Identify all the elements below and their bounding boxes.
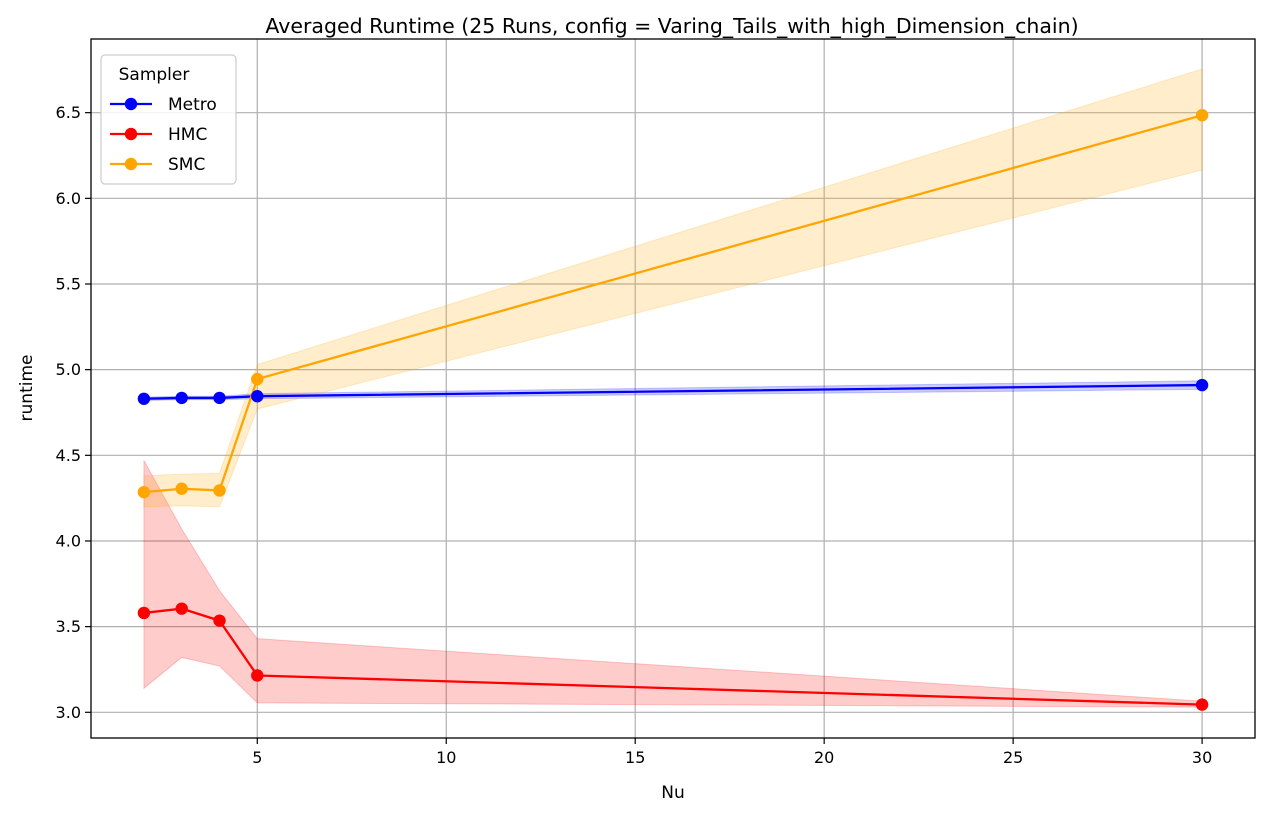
data-point-smc	[1195, 109, 1209, 122]
data-point-metro	[137, 392, 151, 405]
grid-lines	[91, 39, 1255, 738]
data-point-smc	[137, 485, 151, 499]
legend-label-metro: Metro	[168, 95, 217, 115]
legend-box	[100, 54, 237, 185]
data-point-metro	[213, 391, 226, 405]
y-tick-label: 4.5	[56, 446, 81, 465]
data-point-hmc	[213, 614, 226, 627]
y-tick-label: 6.0	[56, 189, 81, 208]
data-point-metro	[175, 391, 188, 405]
legend-label-smc: SMC	[168, 155, 205, 175]
data-point-smc	[175, 482, 188, 495]
legend-marker-metro	[124, 97, 138, 111]
x-tick-label: 30	[1192, 748, 1212, 767]
data-point-hmc	[251, 669, 264, 682]
x-axis-label: Nu	[661, 783, 685, 803]
confidence-band-smc	[143, 68, 1203, 508]
legend-marker-hmc	[124, 127, 138, 141]
x-tick-label: 20	[814, 748, 834, 767]
y-axis-label: runtime	[17, 355, 37, 422]
data-point-hmc	[1195, 698, 1209, 711]
y-tick-label: 3.5	[56, 617, 81, 636]
axes-frame	[90, 38, 1256, 739]
series-markers	[137, 109, 1209, 711]
y-tick-label: 3.0	[56, 703, 81, 722]
legend: Sampler Metro HMC SMC	[100, 54, 237, 185]
y-tick-label: 5.0	[56, 360, 81, 379]
data-point-metro	[1195, 378, 1209, 392]
y-axis-ticks: 3.0 3.5 4.0 4.5 5.0 5.5 6.0 6.5	[56, 103, 91, 722]
data-point-smc	[251, 372, 264, 386]
x-tick-label: 10	[436, 748, 456, 767]
x-tick-label: 25	[1003, 748, 1023, 767]
x-axis-ticks: 5 10 15 20 25 30	[252, 738, 1212, 767]
legend-marker-smc	[124, 157, 138, 171]
x-tick-label: 5	[252, 748, 262, 767]
data-point-metro	[251, 390, 264, 403]
legend-items: Metro HMC SMC	[110, 95, 217, 175]
chart-title: Averaged Runtime (25 Runs, config = Vari…	[265, 14, 1078, 39]
legend-label-hmc: HMC	[168, 125, 207, 145]
y-tick-label: 5.5	[56, 274, 81, 293]
legend-title: Sampler	[119, 65, 190, 85]
data-point-hmc	[137, 606, 151, 620]
data-point-hmc	[175, 602, 188, 615]
y-tick-label: 6.5	[56, 103, 81, 122]
data-point-smc	[213, 484, 226, 497]
x-tick-label: 15	[625, 748, 645, 767]
y-tick-label: 4.0	[56, 531, 81, 550]
